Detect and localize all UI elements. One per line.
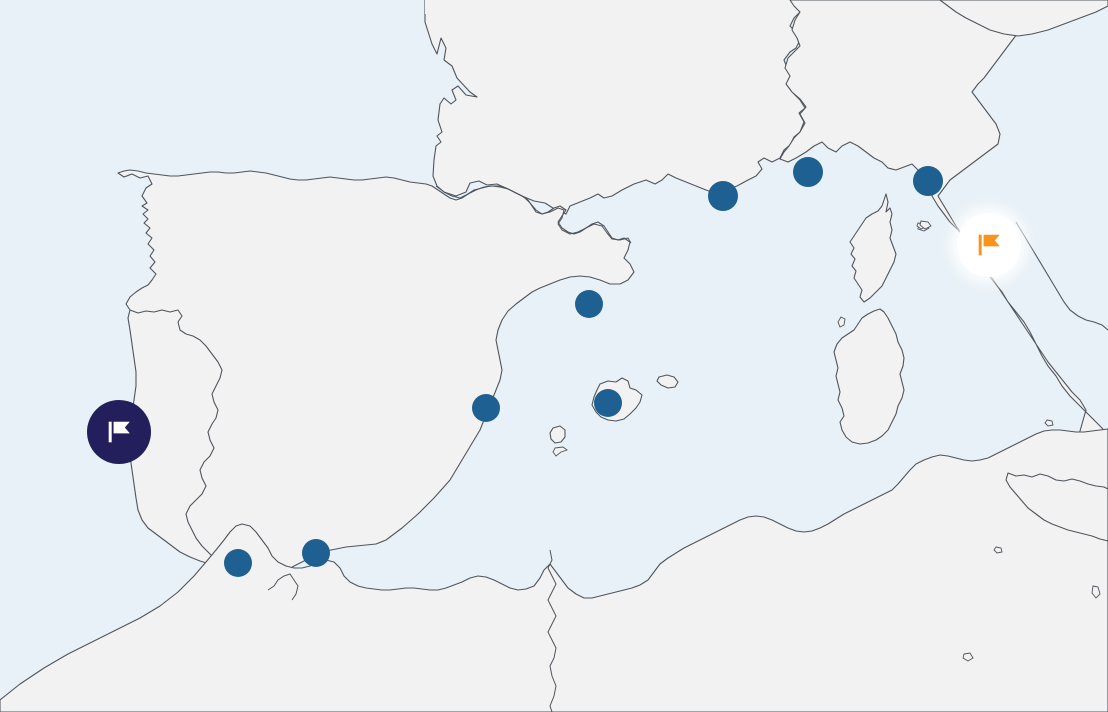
border-portugal-spain bbox=[129, 309, 223, 563]
port-of-call-marker[interactable] bbox=[224, 549, 252, 577]
coast-morocco-inlet bbox=[267, 573, 299, 601]
islet-pantelleria bbox=[993, 546, 1003, 554]
arrival-port-marker[interactable] bbox=[957, 213, 1021, 277]
port-of-call-marker[interactable] bbox=[913, 166, 943, 196]
islet-ponza bbox=[1044, 419, 1054, 427]
island-menorca bbox=[656, 374, 679, 389]
island-sicily bbox=[1005, 472, 1108, 542]
islet-tuscan bbox=[919, 220, 932, 230]
port-of-call-marker[interactable] bbox=[575, 290, 603, 318]
port-of-call-marker[interactable] bbox=[472, 394, 500, 422]
border-morocco-algeria bbox=[547, 549, 557, 712]
island-corsica bbox=[849, 193, 897, 303]
landmass-alps-top bbox=[939, 0, 1108, 37]
flag-icon bbox=[978, 234, 1000, 256]
islet-kerkennah bbox=[962, 652, 974, 662]
landmass-europe-north bbox=[424, 0, 1108, 215]
departure-port-marker[interactable] bbox=[87, 400, 151, 464]
islet-malta bbox=[1091, 585, 1101, 599]
island-formentera bbox=[552, 446, 568, 457]
border-spain-france bbox=[435, 185, 632, 244]
island-sardinia bbox=[833, 308, 905, 445]
coast-italy-tyrrhenian bbox=[1015, 221, 1108, 331]
landmass-iberia bbox=[117, 169, 635, 591]
port-of-call-marker[interactable] bbox=[594, 389, 622, 417]
port-of-call-marker[interactable] bbox=[302, 539, 330, 567]
port-of-call-marker[interactable] bbox=[708, 181, 738, 211]
flag-icon bbox=[108, 421, 130, 443]
islet-asinara bbox=[837, 316, 846, 328]
island-ibiza bbox=[549, 425, 566, 444]
port-of-call-marker[interactable] bbox=[793, 157, 823, 187]
landmass-north-africa bbox=[0, 428, 1108, 712]
